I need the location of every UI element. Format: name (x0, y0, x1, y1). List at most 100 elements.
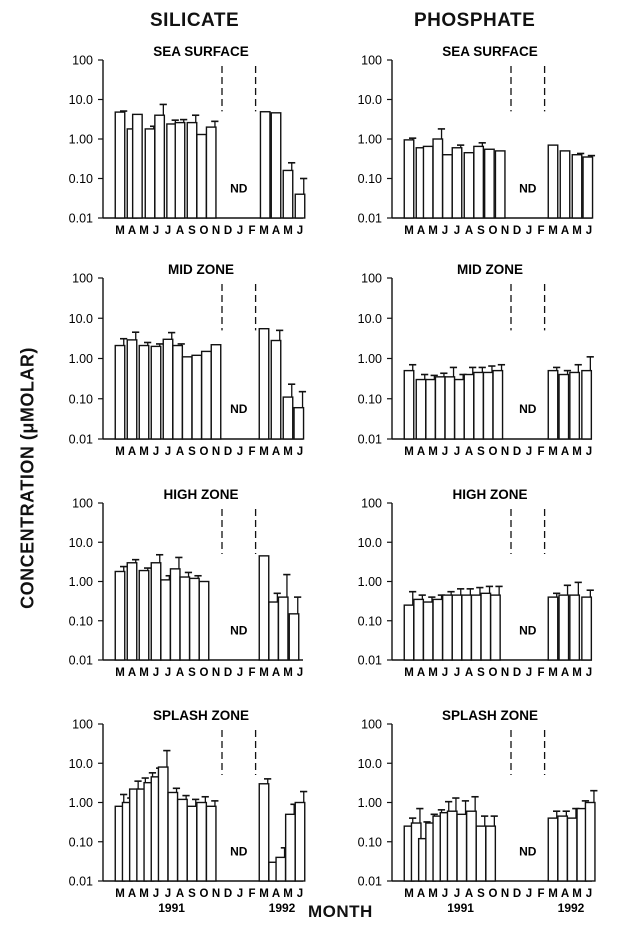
y-tick-label: 0.01 (358, 433, 382, 447)
bar (582, 597, 592, 660)
month-label: J (297, 225, 303, 237)
month-label: S (188, 225, 196, 237)
month-label: J (442, 225, 448, 237)
month-label: N (212, 446, 220, 458)
month-label: D (513, 225, 521, 237)
y-tick-label: 0.01 (358, 212, 382, 226)
y-tick-label: 0.10 (69, 614, 93, 628)
month-label: A (561, 667, 569, 679)
y-tick-label: 0.01 (69, 875, 93, 889)
month-label: M (428, 888, 438, 900)
bar (259, 329, 269, 439)
no-data-label: ND (519, 402, 537, 416)
bar (491, 595, 501, 660)
bar (559, 595, 569, 660)
panel-2: SEA SURFACE10010.01.000.100.01M A M J J A S O N D… (358, 44, 595, 237)
bar (548, 818, 558, 881)
bar (486, 826, 496, 881)
month-label: A (128, 446, 136, 458)
month-label: A (128, 225, 136, 237)
bar (115, 571, 125, 660)
panel-title: HIGH ZONE (452, 487, 527, 502)
bar (294, 408, 304, 439)
month-label: M (283, 446, 293, 458)
month-label: O (489, 667, 498, 679)
month-label: S (188, 667, 196, 679)
bar (404, 140, 414, 218)
y-tick-label: 10.0 (69, 93, 93, 107)
month-label: M (572, 225, 582, 237)
month-label: S (188, 888, 196, 900)
bar (416, 380, 426, 439)
bar (133, 114, 143, 218)
bar (404, 605, 414, 660)
bar (151, 563, 161, 660)
year-label: 1992 (269, 901, 296, 915)
no-data-label: ND (230, 844, 248, 858)
y-tick-label: 10.0 (69, 312, 93, 326)
bar (464, 375, 474, 439)
month-label: J (237, 225, 243, 237)
bar (175, 123, 185, 218)
bar (168, 792, 178, 881)
month-label: J (442, 888, 448, 900)
y-tick-label: 100 (361, 272, 382, 286)
month-label: J (442, 667, 448, 679)
month-label: A (417, 446, 425, 458)
month-label: O (489, 888, 498, 900)
bar (474, 146, 484, 218)
bar (559, 375, 569, 439)
month-label: M (283, 225, 293, 237)
month-label: S (477, 225, 485, 237)
month-label: J (237, 446, 243, 458)
bar (483, 372, 493, 439)
month-label: M (428, 446, 438, 458)
bar (192, 355, 202, 439)
month-label: F (537, 667, 544, 679)
y-tick-label: 1.00 (69, 352, 93, 366)
bar (206, 806, 216, 881)
month-label: M (428, 225, 438, 237)
month-label: J (526, 225, 532, 237)
month-label: O (489, 446, 498, 458)
bar (485, 149, 495, 218)
month-label: J (153, 888, 159, 900)
month-label: M (283, 888, 293, 900)
month-label: M (404, 225, 414, 237)
month-label: M (572, 888, 582, 900)
bar (457, 814, 467, 881)
bar (570, 372, 580, 439)
month-label: J (297, 446, 303, 458)
month-label: M (115, 667, 125, 679)
bar (180, 577, 190, 660)
bar (548, 145, 558, 218)
month-label: M (572, 446, 582, 458)
month-label: S (477, 667, 485, 679)
no-data-label: ND (230, 623, 248, 637)
bar (423, 146, 433, 218)
panel-title: MID ZONE (168, 262, 234, 277)
month-label: M (259, 888, 269, 900)
month-label: F (537, 888, 544, 900)
month-label: J (165, 888, 171, 900)
bar (443, 155, 453, 218)
month-label: D (513, 667, 521, 679)
month-label: A (272, 225, 280, 237)
bar (276, 857, 286, 881)
month-label: J (454, 446, 460, 458)
y-tick-label: 10.0 (69, 536, 93, 550)
bar (570, 595, 580, 660)
no-data-label: ND (230, 402, 248, 416)
month-label: J (237, 667, 243, 679)
bar (582, 371, 592, 439)
month-label: M (115, 446, 125, 458)
y-tick-label: 100 (72, 497, 93, 511)
year-label: 1991 (447, 901, 474, 915)
month-label: M (548, 888, 558, 900)
month-label: M (139, 667, 149, 679)
month-label: M (548, 225, 558, 237)
y-tick-label: 100 (361, 718, 382, 732)
month-label: A (465, 225, 473, 237)
y-tick-label: 1.00 (69, 133, 93, 147)
